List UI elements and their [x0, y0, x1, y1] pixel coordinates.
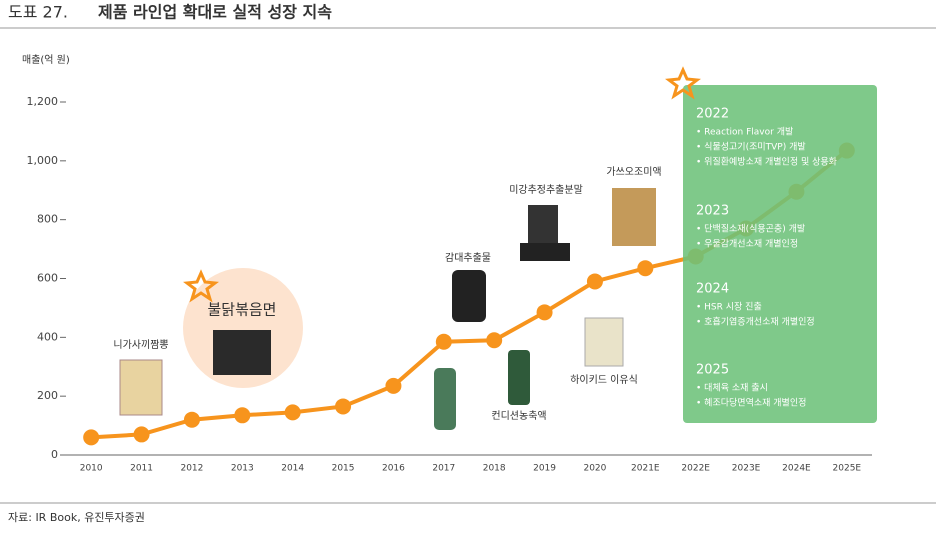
- x-tick-label: 2020: [583, 464, 606, 474]
- marker: [83, 429, 100, 446]
- x-tick-label: 2017: [432, 464, 455, 474]
- y-tick-label: 1,000: [27, 154, 59, 167]
- x-tick-label: 2013: [231, 464, 254, 474]
- roadmap: 2022 • Reaction Flavor 개발 • 식물성고기(조미TVP) 개…: [696, 107, 837, 409]
- roadmap-item: • 호흡기염증개선소재 개별인정: [696, 316, 815, 328]
- x-tick-label: 2015: [332, 464, 355, 474]
- y-tick-label: 200: [37, 389, 58, 402]
- product-image: [584, 317, 624, 367]
- figure-label: 도표 27.: [8, 3, 68, 22]
- product-image: [452, 270, 486, 322]
- roadmap-box: [683, 85, 877, 423]
- x-tick-label: 2012: [180, 464, 203, 474]
- star: [183, 269, 219, 303]
- product-image: [528, 205, 558, 247]
- product-image: [213, 330, 271, 375]
- x-tick-label: 2019: [533, 464, 556, 474]
- x-tick-label: 2011: [130, 464, 153, 474]
- marker: [234, 407, 251, 424]
- y-tick-label: 600: [37, 272, 58, 285]
- roadmap-item: • 단백질소재(식용곤충) 개발: [696, 223, 805, 235]
- marker: [586, 273, 603, 290]
- marker: [284, 404, 301, 421]
- marker: [133, 426, 150, 443]
- y-tick-label: 800: [37, 213, 58, 226]
- marker: [183, 411, 200, 428]
- product-images: [119, 188, 656, 430]
- y-axis-label: 매출(억 원): [22, 54, 70, 66]
- x-tick-label: 2018: [483, 464, 506, 474]
- roadmap-year: 2024: [696, 282, 729, 297]
- marker: [637, 260, 654, 277]
- marker: [385, 377, 402, 394]
- chart-title: 제품 라인업 확대로 실적 성장 지속: [98, 3, 332, 22]
- annotation: 감대추출물: [445, 252, 491, 264]
- annotation: 하이키드 이유식: [570, 373, 638, 386]
- x-tick-label: 2025E: [833, 464, 862, 474]
- roadmap-year: 2022: [696, 107, 729, 122]
- product-image: [434, 368, 456, 430]
- annotation: 니가사끼짬뽕: [113, 339, 168, 351]
- annotation: 컨디션농축액: [491, 410, 546, 422]
- star: [665, 66, 701, 100]
- y-tick-label: 0: [51, 448, 58, 461]
- x-tick-label: 2016: [382, 464, 405, 474]
- roadmap-item: • Reaction Flavor 개발: [696, 127, 793, 138]
- product-image: [508, 350, 530, 405]
- x-tick-label: 2014: [281, 464, 304, 474]
- roadmap-item: • 혜조다당면역소재 개별인정: [696, 397, 806, 409]
- roadmap-item: • 식물성고기(조미TVP) 개발: [696, 142, 806, 153]
- roadmap-item: • HSR 시장 진출: [696, 302, 762, 313]
- annotation: 가쓰오조미액: [606, 166, 661, 178]
- roadmap-item: • 대체육 소재 출시: [696, 383, 768, 394]
- product-image: [119, 359, 163, 416]
- product-image: [612, 188, 656, 246]
- marker: [435, 333, 452, 350]
- source: 자료: IR Book, 유진투자증권: [8, 511, 145, 524]
- roadmap-item: • 우울감개선소재 개별인정: [696, 238, 798, 250]
- annotation: 불닭볶음면: [207, 301, 276, 319]
- marker: [486, 332, 503, 349]
- x-tick-label: 2021E: [631, 464, 660, 474]
- x-tick-label: 2024E: [782, 464, 811, 474]
- roadmap-item: • 위질환예방소재 개별인정 및 상용화: [696, 156, 837, 168]
- x-tick-label: 2010: [80, 464, 103, 474]
- x-tick-label: 2022E: [681, 464, 710, 474]
- x-tick-label: 2023E: [732, 464, 761, 474]
- marker: [536, 304, 553, 321]
- marker: [335, 398, 352, 415]
- y-tick-label: 1,200: [27, 95, 59, 108]
- annotation: 미강추정추출분말: [509, 184, 583, 196]
- product-image: [520, 243, 570, 261]
- roadmap-year: 2025: [696, 363, 729, 378]
- roadmap-year: 2023: [696, 204, 729, 219]
- y-tick-label: 400: [37, 330, 58, 343]
